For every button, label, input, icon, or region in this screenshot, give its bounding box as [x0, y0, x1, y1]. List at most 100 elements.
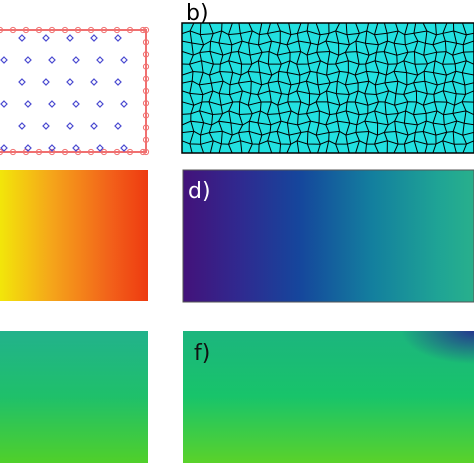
node — [126, 26, 134, 34]
mesh-line — [412, 22, 419, 154]
mesh-line — [383, 22, 390, 154]
point — [18, 78, 26, 86]
point — [42, 78, 50, 86]
node — [35, 148, 43, 156]
mesh-line — [276, 22, 283, 154]
mesh-line — [188, 22, 195, 154]
point — [114, 78, 122, 86]
node — [142, 100, 150, 107]
mesh-line — [266, 22, 273, 154]
panel-f-corner — [183, 331, 474, 463]
mesh-line — [393, 22, 399, 154]
mesh-line — [451, 22, 458, 154]
node — [142, 51, 150, 58]
node — [9, 26, 17, 34]
node — [113, 26, 121, 34]
node — [142, 39, 150, 46]
node — [61, 148, 69, 156]
node — [142, 26, 150, 34]
node — [22, 26, 30, 34]
panel-label: f) — [194, 341, 210, 366]
node — [87, 148, 95, 156]
mesh-line — [403, 22, 409, 154]
mesh-line — [461, 22, 468, 154]
mesh-line — [364, 22, 370, 154]
point — [96, 100, 104, 108]
mesh-line — [422, 22, 429, 154]
point — [24, 144, 32, 152]
point — [66, 78, 74, 86]
mesh-line — [257, 22, 263, 154]
mesh-line — [237, 22, 244, 154]
point — [114, 34, 122, 42]
node — [142, 75, 150, 82]
point — [120, 100, 128, 108]
node — [139, 148, 147, 156]
mesh-line — [335, 22, 341, 154]
mesh-line — [344, 22, 351, 154]
point — [114, 122, 122, 130]
point — [48, 100, 56, 108]
point — [96, 56, 104, 64]
node — [142, 112, 150, 119]
mesh-line — [373, 22, 380, 154]
node — [142, 136, 150, 143]
node — [142, 63, 150, 70]
point — [42, 122, 50, 130]
point — [48, 144, 56, 152]
node — [48, 26, 56, 34]
node — [35, 26, 43, 34]
node — [142, 124, 150, 131]
panel-d-field — [182, 169, 474, 303]
point — [90, 122, 98, 130]
mesh-line — [305, 22, 312, 154]
point — [18, 34, 26, 42]
node — [0, 26, 4, 34]
node — [48, 148, 56, 156]
mesh-line — [315, 22, 322, 154]
mesh-line — [442, 22, 448, 154]
panel-a — [0, 26, 150, 156]
node — [9, 148, 17, 156]
point — [0, 144, 8, 152]
panel-label: d) — [188, 179, 211, 204]
mesh-line — [432, 22, 438, 154]
point — [90, 34, 98, 42]
mesh-line — [296, 22, 302, 154]
node — [142, 87, 150, 95]
point — [24, 56, 32, 64]
panel-c-field — [0, 170, 148, 301]
point — [120, 56, 128, 64]
mesh-line — [227, 22, 234, 154]
node — [113, 148, 121, 156]
point — [48, 56, 56, 64]
mesh-line — [325, 22, 331, 154]
mesh-line — [208, 22, 214, 154]
node — [0, 148, 4, 156]
mesh-line — [354, 22, 360, 154]
mesh-line — [247, 22, 253, 154]
point — [0, 100, 8, 108]
mesh-line — [218, 22, 224, 154]
panel-label: b) — [186, 1, 209, 26]
point — [90, 78, 98, 86]
point — [66, 34, 74, 42]
boundary — [0, 29, 147, 153]
panel-b — [181, 22, 474, 154]
point — [66, 122, 74, 130]
node — [74, 26, 82, 34]
panel-e-field — [0, 331, 148, 463]
point — [42, 34, 50, 42]
point — [96, 144, 104, 152]
node — [87, 26, 95, 34]
point — [24, 100, 32, 108]
point — [0, 56, 8, 64]
node — [126, 148, 134, 156]
point — [120, 144, 128, 152]
node — [61, 26, 69, 34]
node — [139, 26, 147, 34]
node — [142, 148, 150, 156]
point — [18, 122, 26, 130]
node — [100, 26, 108, 34]
